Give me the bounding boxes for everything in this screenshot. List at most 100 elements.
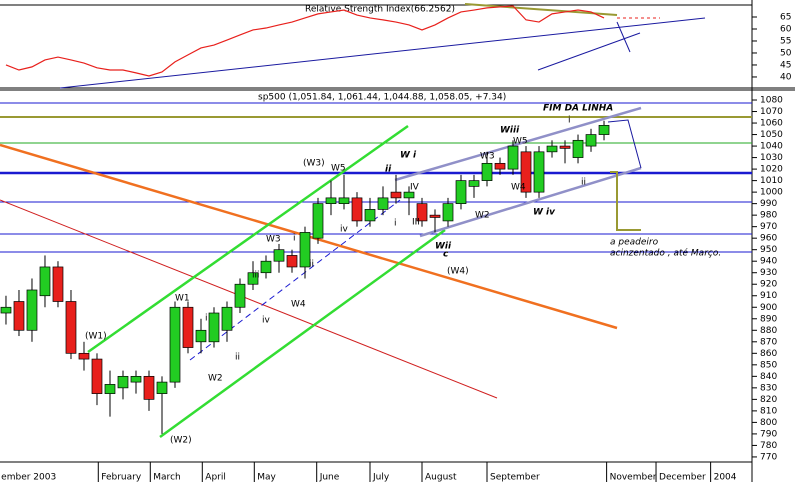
annotation: ii: [385, 165, 392, 175]
candle-body: [364, 209, 376, 222]
candle-body: [507, 145, 519, 170]
x-tick-label: March: [153, 473, 180, 482]
arrow: [616, 21, 631, 53]
y-tick-label: 850: [760, 360, 777, 370]
x-tick-label: ember 2003: [1, 473, 56, 482]
candle-body: [247, 272, 259, 285]
annotation: W1: [175, 294, 190, 304]
candle-body: [273, 249, 285, 262]
candle-body: [39, 266, 51, 297]
candle-body: [455, 180, 467, 204]
candle-body: [78, 352, 90, 360]
y-tick-label: 880: [760, 326, 777, 336]
y-tick-label: 1030: [760, 153, 783, 163]
annotation: i: [394, 219, 397, 229]
candle-body: [312, 203, 324, 239]
annotation: W4: [291, 300, 306, 310]
x-tick-label: June: [319, 473, 340, 482]
candle-body: [260, 260, 272, 274]
channel-line: [394, 106, 642, 182]
y-tick-label: 830: [760, 383, 777, 393]
candle-body: [416, 203, 428, 222]
candle-body: [442, 203, 454, 222]
candle-body: [468, 180, 480, 187]
y-tick-label: 1000: [760, 188, 783, 198]
annotation: III: [412, 218, 420, 228]
y-tick-label: 65: [780, 12, 791, 22]
x-tick-label: July: [372, 473, 390, 482]
y-tick-label: 970: [760, 222, 777, 232]
y-tick-label: 920: [760, 280, 777, 290]
y-tick-label: 790: [760, 429, 777, 439]
dashed-line: [189, 199, 401, 361]
candle-body: [429, 214, 441, 218]
y-tick-label: 45: [780, 60, 791, 70]
annotation: W3: [266, 235, 281, 245]
candle-body: [117, 375, 129, 389]
rsi-title: Relative Strength Index(66.2562): [305, 5, 455, 15]
annotation: Wii: [435, 242, 452, 252]
y-tick-label: 870: [760, 337, 777, 347]
y-tick-label: 50: [780, 48, 792, 58]
annotation: (W1): [85, 332, 107, 342]
x-tick-label: February: [101, 473, 142, 482]
y-tick-label: 1020: [760, 165, 783, 175]
annotation: iv: [340, 225, 349, 235]
candle-body: [598, 124, 610, 135]
y-tick-label: 40: [780, 72, 792, 82]
candle-body: [351, 197, 363, 222]
x-tick-label: 2004: [714, 473, 737, 482]
annotation: acinzentado , até Março.: [610, 248, 721, 259]
annotation: FIM DA LINHA: [543, 104, 613, 114]
y-tick-label: 1010: [760, 176, 783, 186]
annotation: ii: [309, 260, 314, 270]
candle-body: [338, 197, 350, 204]
candle-body: [182, 306, 194, 348]
annotation: a peadeiro: [610, 238, 659, 248]
x-tick-label: November: [610, 473, 657, 482]
y-tick-label: 60: [780, 24, 792, 34]
candle-body: [13, 301, 25, 331]
trendline: [537, 32, 641, 71]
arrow: [607, 119, 642, 169]
channel-line: [419, 166, 642, 238]
candle-body: [156, 381, 168, 394]
y-tick-label: 770: [760, 452, 777, 462]
candle-body: [286, 255, 298, 268]
y-tick-label: 820: [760, 395, 777, 405]
annotation: IV: [410, 183, 420, 193]
candle-body: [221, 306, 233, 331]
annotation: W4: [511, 183, 526, 193]
annotation: Wiii: [500, 126, 520, 136]
annotation: W iv: [533, 208, 556, 218]
y-tick-label: 950: [760, 245, 777, 255]
x-tick-label: May: [257, 473, 276, 482]
annotation: W2: [208, 374, 223, 384]
candle-body: [26, 289, 38, 331]
candle-body: [533, 151, 545, 193]
candle-body: [325, 197, 337, 204]
x-tick-label: August: [425, 473, 457, 482]
candle-body: [52, 266, 64, 302]
annotation: c: [443, 250, 449, 260]
candle-body: [585, 134, 597, 147]
candle-body: [234, 283, 246, 308]
y-tick-label: 910: [760, 291, 777, 301]
y-tick-label: 1050: [760, 130, 783, 140]
annotation: i: [568, 116, 571, 126]
candle-body: [390, 191, 402, 199]
trendline: [0, 199, 498, 399]
rsi-line: [5, 5, 605, 77]
trendline: [59, 17, 706, 89]
annotation: (W2): [170, 436, 192, 446]
x-tick-label: December: [659, 473, 706, 482]
y-tick-label: 1060: [760, 119, 783, 129]
annotation: i: [293, 234, 296, 244]
rsi-panel: [0, 3, 795, 89]
step-line: [610, 171, 641, 231]
y-tick-label: 840: [760, 372, 777, 382]
candle-body: [130, 375, 142, 383]
x-tick-label: September: [490, 473, 540, 482]
annotation: W2: [475, 211, 490, 221]
